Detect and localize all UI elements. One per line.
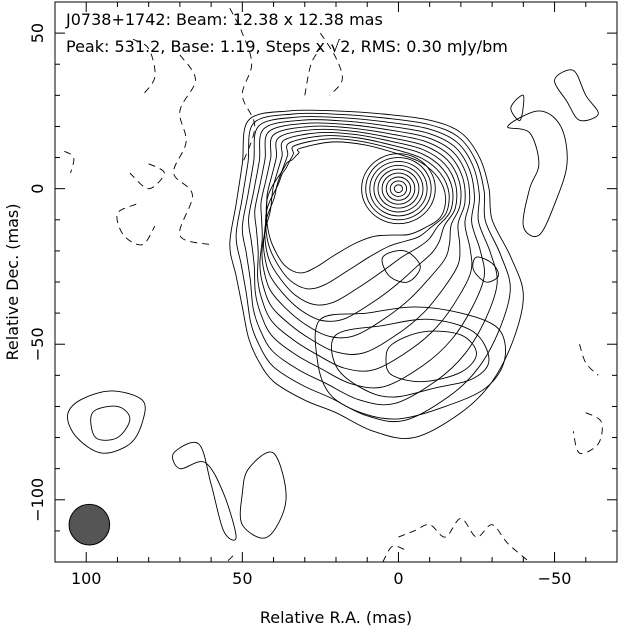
core-contour bbox=[365, 157, 432, 221]
extended-contour bbox=[262, 131, 458, 322]
negative-contour bbox=[129, 163, 165, 190]
y-tick-label: −50 bbox=[28, 327, 47, 361]
negative-contour bbox=[132, 38, 156, 96]
extended-contour bbox=[235, 112, 511, 423]
core-contour bbox=[369, 160, 428, 217]
annotation-line-2: Peak: 531.2, Base: 1.19, Steps x √2, RMS… bbox=[66, 37, 508, 56]
core-contour bbox=[389, 180, 408, 197]
extended-contour bbox=[265, 138, 450, 290]
island-contour bbox=[239, 451, 287, 539]
negative-contour bbox=[173, 54, 212, 246]
extended-contour bbox=[248, 119, 485, 389]
annotation-line-2-suffix: , RMS: 0.30 mJy/bm bbox=[350, 37, 507, 56]
island-contour bbox=[510, 94, 525, 121]
negative-contour bbox=[572, 412, 603, 454]
island-contour bbox=[507, 110, 568, 237]
y-tick-label: 50 bbox=[28, 23, 47, 43]
annotation-line-2-prefix: Peak: 531.2, Base: 1.19, Steps x bbox=[66, 37, 330, 56]
extended-contour bbox=[254, 122, 473, 372]
core-contour bbox=[393, 184, 403, 194]
knot-contour bbox=[472, 256, 500, 283]
x-tick-label: 100 bbox=[71, 569, 102, 588]
negative-contour bbox=[382, 545, 405, 563]
core-contour bbox=[381, 172, 416, 205]
southern-lobe-hole bbox=[385, 330, 477, 383]
annotation-line-1: J0738+1742: Beam: 12.38 x 12.38 mas bbox=[65, 10, 383, 29]
negative-contour bbox=[64, 150, 75, 174]
island-contour bbox=[67, 390, 146, 454]
x-axis-label: Relative R.A. (mas) bbox=[260, 608, 412, 627]
core-contour bbox=[385, 176, 412, 201]
extended-contour bbox=[259, 125, 466, 355]
x-tick-label: 50 bbox=[232, 569, 252, 588]
southern-lobe-contour bbox=[314, 306, 506, 420]
contour-lines bbox=[64, 7, 603, 563]
beam-layer bbox=[68, 503, 111, 546]
tick-labels: 100 50 0 −50 50 0 −50 −100 bbox=[28, 23, 571, 588]
island-contour bbox=[554, 69, 599, 122]
axis-ticks bbox=[54, 1, 618, 563]
negative-contour bbox=[226, 555, 234, 563]
beam-ellipse bbox=[68, 503, 111, 546]
y-tick-label: 0 bbox=[28, 184, 47, 194]
y-axis-label: Relative Dec. (mas) bbox=[3, 204, 22, 361]
core-contour bbox=[373, 164, 424, 213]
y-tick-label: −100 bbox=[28, 478, 47, 522]
island-contour bbox=[172, 442, 237, 541]
extended-contour bbox=[229, 109, 524, 439]
negative-contour bbox=[320, 32, 343, 96]
core-contour bbox=[377, 168, 420, 209]
negative-contour bbox=[116, 203, 156, 246]
island-contour bbox=[90, 405, 131, 441]
x-tick-label: −50 bbox=[538, 569, 572, 588]
southern-lobe-contour bbox=[331, 318, 490, 398]
negative-contour bbox=[579, 344, 599, 376]
x-tick-label: 0 bbox=[393, 569, 403, 588]
knot-contour bbox=[381, 250, 421, 283]
negative-contour bbox=[229, 7, 256, 164]
core-contour bbox=[361, 153, 436, 225]
annotation-sqrt: √2 bbox=[330, 37, 350, 56]
extended-contour bbox=[241, 116, 498, 406]
